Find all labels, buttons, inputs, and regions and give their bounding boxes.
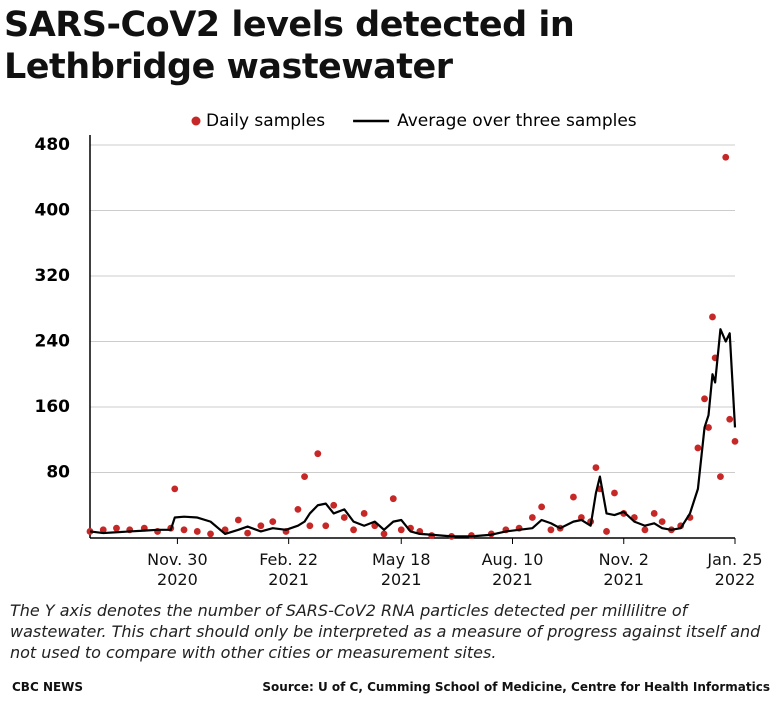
sample-dot — [234, 516, 242, 524]
x-tick-label: Aug. 10 2021 — [481, 550, 544, 589]
sample-dot — [380, 530, 388, 538]
sample-dot — [528, 514, 536, 521]
legend-label: Daily samples — [206, 111, 325, 131]
x-tick-label: Nov. 2 2021 — [598, 550, 649, 589]
sample-dot — [314, 450, 322, 458]
sample-dot — [86, 528, 94, 535]
sample-dot — [171, 485, 179, 493]
source: Source: U of C, Cumming School of Medici… — [262, 680, 770, 694]
sample-dot — [330, 501, 338, 509]
y-tick-label: 240 — [35, 332, 71, 352]
y-tick-label: 320 — [35, 266, 71, 286]
sample-dot — [257, 522, 265, 530]
legend-swatch — [191, 116, 201, 126]
sample-dot — [641, 526, 649, 534]
sample-dot — [294, 505, 302, 513]
chart-note: The Y axis denotes the number of SARS-Co… — [10, 601, 761, 662]
sample-dot — [244, 529, 252, 537]
sample-dot — [694, 444, 702, 452]
brand: CBC NEWS — [12, 680, 84, 694]
chart-title: SARS-CoV2 levels detected in Lethbridge … — [4, 5, 575, 87]
sample-dot — [709, 313, 716, 321]
sample-dot — [538, 503, 546, 511]
sample-dot — [611, 489, 618, 497]
sample-dot — [722, 153, 730, 161]
y-tick-label: 80 — [46, 463, 70, 483]
sample-dot — [322, 522, 330, 530]
sample-dot — [99, 526, 107, 534]
sample-dot — [658, 518, 666, 526]
sample-dot — [301, 473, 308, 480]
y-tick-label: 160 — [35, 397, 71, 417]
sample-dot — [207, 530, 214, 538]
sample-dot — [306, 522, 314, 530]
legend-label: Average over three samples — [397, 111, 637, 131]
sample-dot — [650, 510, 658, 517]
sample-dot — [701, 395, 708, 403]
sample-dot — [547, 526, 555, 534]
y-tick-label: 400 — [35, 201, 71, 221]
y-tick-label: 480 — [35, 135, 71, 155]
sample-dot — [705, 424, 712, 431]
sample-dot — [570, 493, 577, 501]
sample-dot — [389, 495, 397, 503]
sample-dot — [269, 518, 277, 526]
sample-dot — [340, 514, 348, 521]
sample-dot — [726, 415, 734, 423]
average-line — [89, 328, 737, 538]
x-tick-label: Feb. 22 2021 — [259, 550, 319, 589]
sample-dot — [180, 526, 188, 534]
sample-dot — [717, 473, 724, 480]
sample-dot — [350, 526, 357, 534]
sample-dot — [360, 510, 368, 517]
sample-dot — [731, 437, 739, 445]
sample-dot — [397, 526, 405, 534]
sample-dot — [113, 524, 120, 532]
sample-dot — [603, 528, 610, 535]
x-tick-label: Nov. 30 2020 — [147, 550, 208, 589]
x-tick-label: May 18 2021 — [371, 550, 431, 589]
x-tick-label: Jan. 25 2022 — [707, 550, 763, 589]
sample-dot — [193, 528, 201, 535]
sample-dot — [592, 464, 600, 471]
